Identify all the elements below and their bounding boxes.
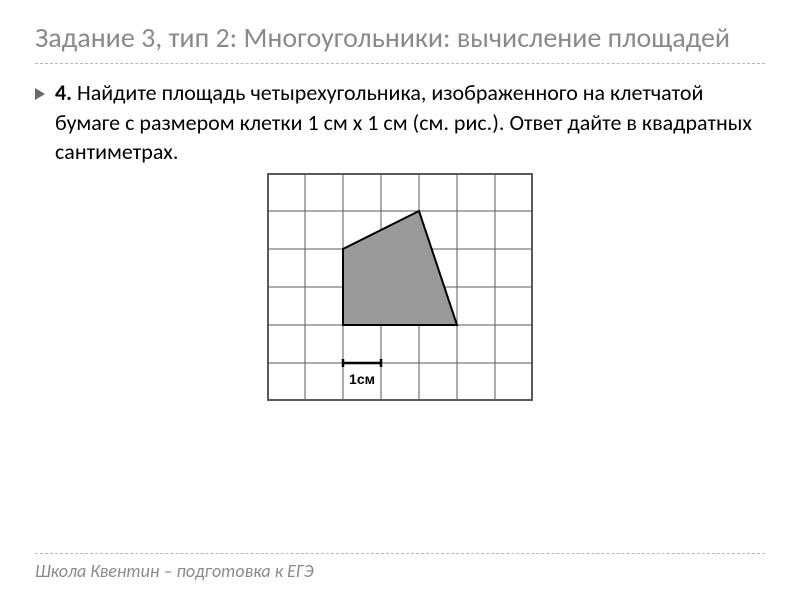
footer-block: Школа Квентин – подготовка к ЕГЭ	[35, 553, 765, 582]
problem-body: Найдите площадь четырехугольника, изобра…	[55, 79, 752, 165]
body-block: 4. Найдите площадь четырехугольника, изо…	[35, 78, 765, 401]
problem-number: 4.	[55, 79, 72, 106]
grid-figure: 1см	[267, 173, 533, 401]
bullet-icon	[35, 88, 45, 100]
footer-text: Школа Квентин – подготовка к ЕГЭ	[35, 560, 765, 582]
title-block: Задание 3, тип 2: Многоугольники: вычисл…	[35, 20, 765, 64]
svg-text:1см: 1см	[349, 371, 375, 387]
figure-wrap: 1см	[35, 173, 765, 401]
slide-title: Задание 3, тип 2: Многоугольники: вычисл…	[35, 20, 765, 55]
problem-row: 4. Найдите площадь четырехугольника, изо…	[35, 78, 765, 167]
problem-text: 4. Найдите площадь четырехугольника, изо…	[55, 78, 765, 167]
